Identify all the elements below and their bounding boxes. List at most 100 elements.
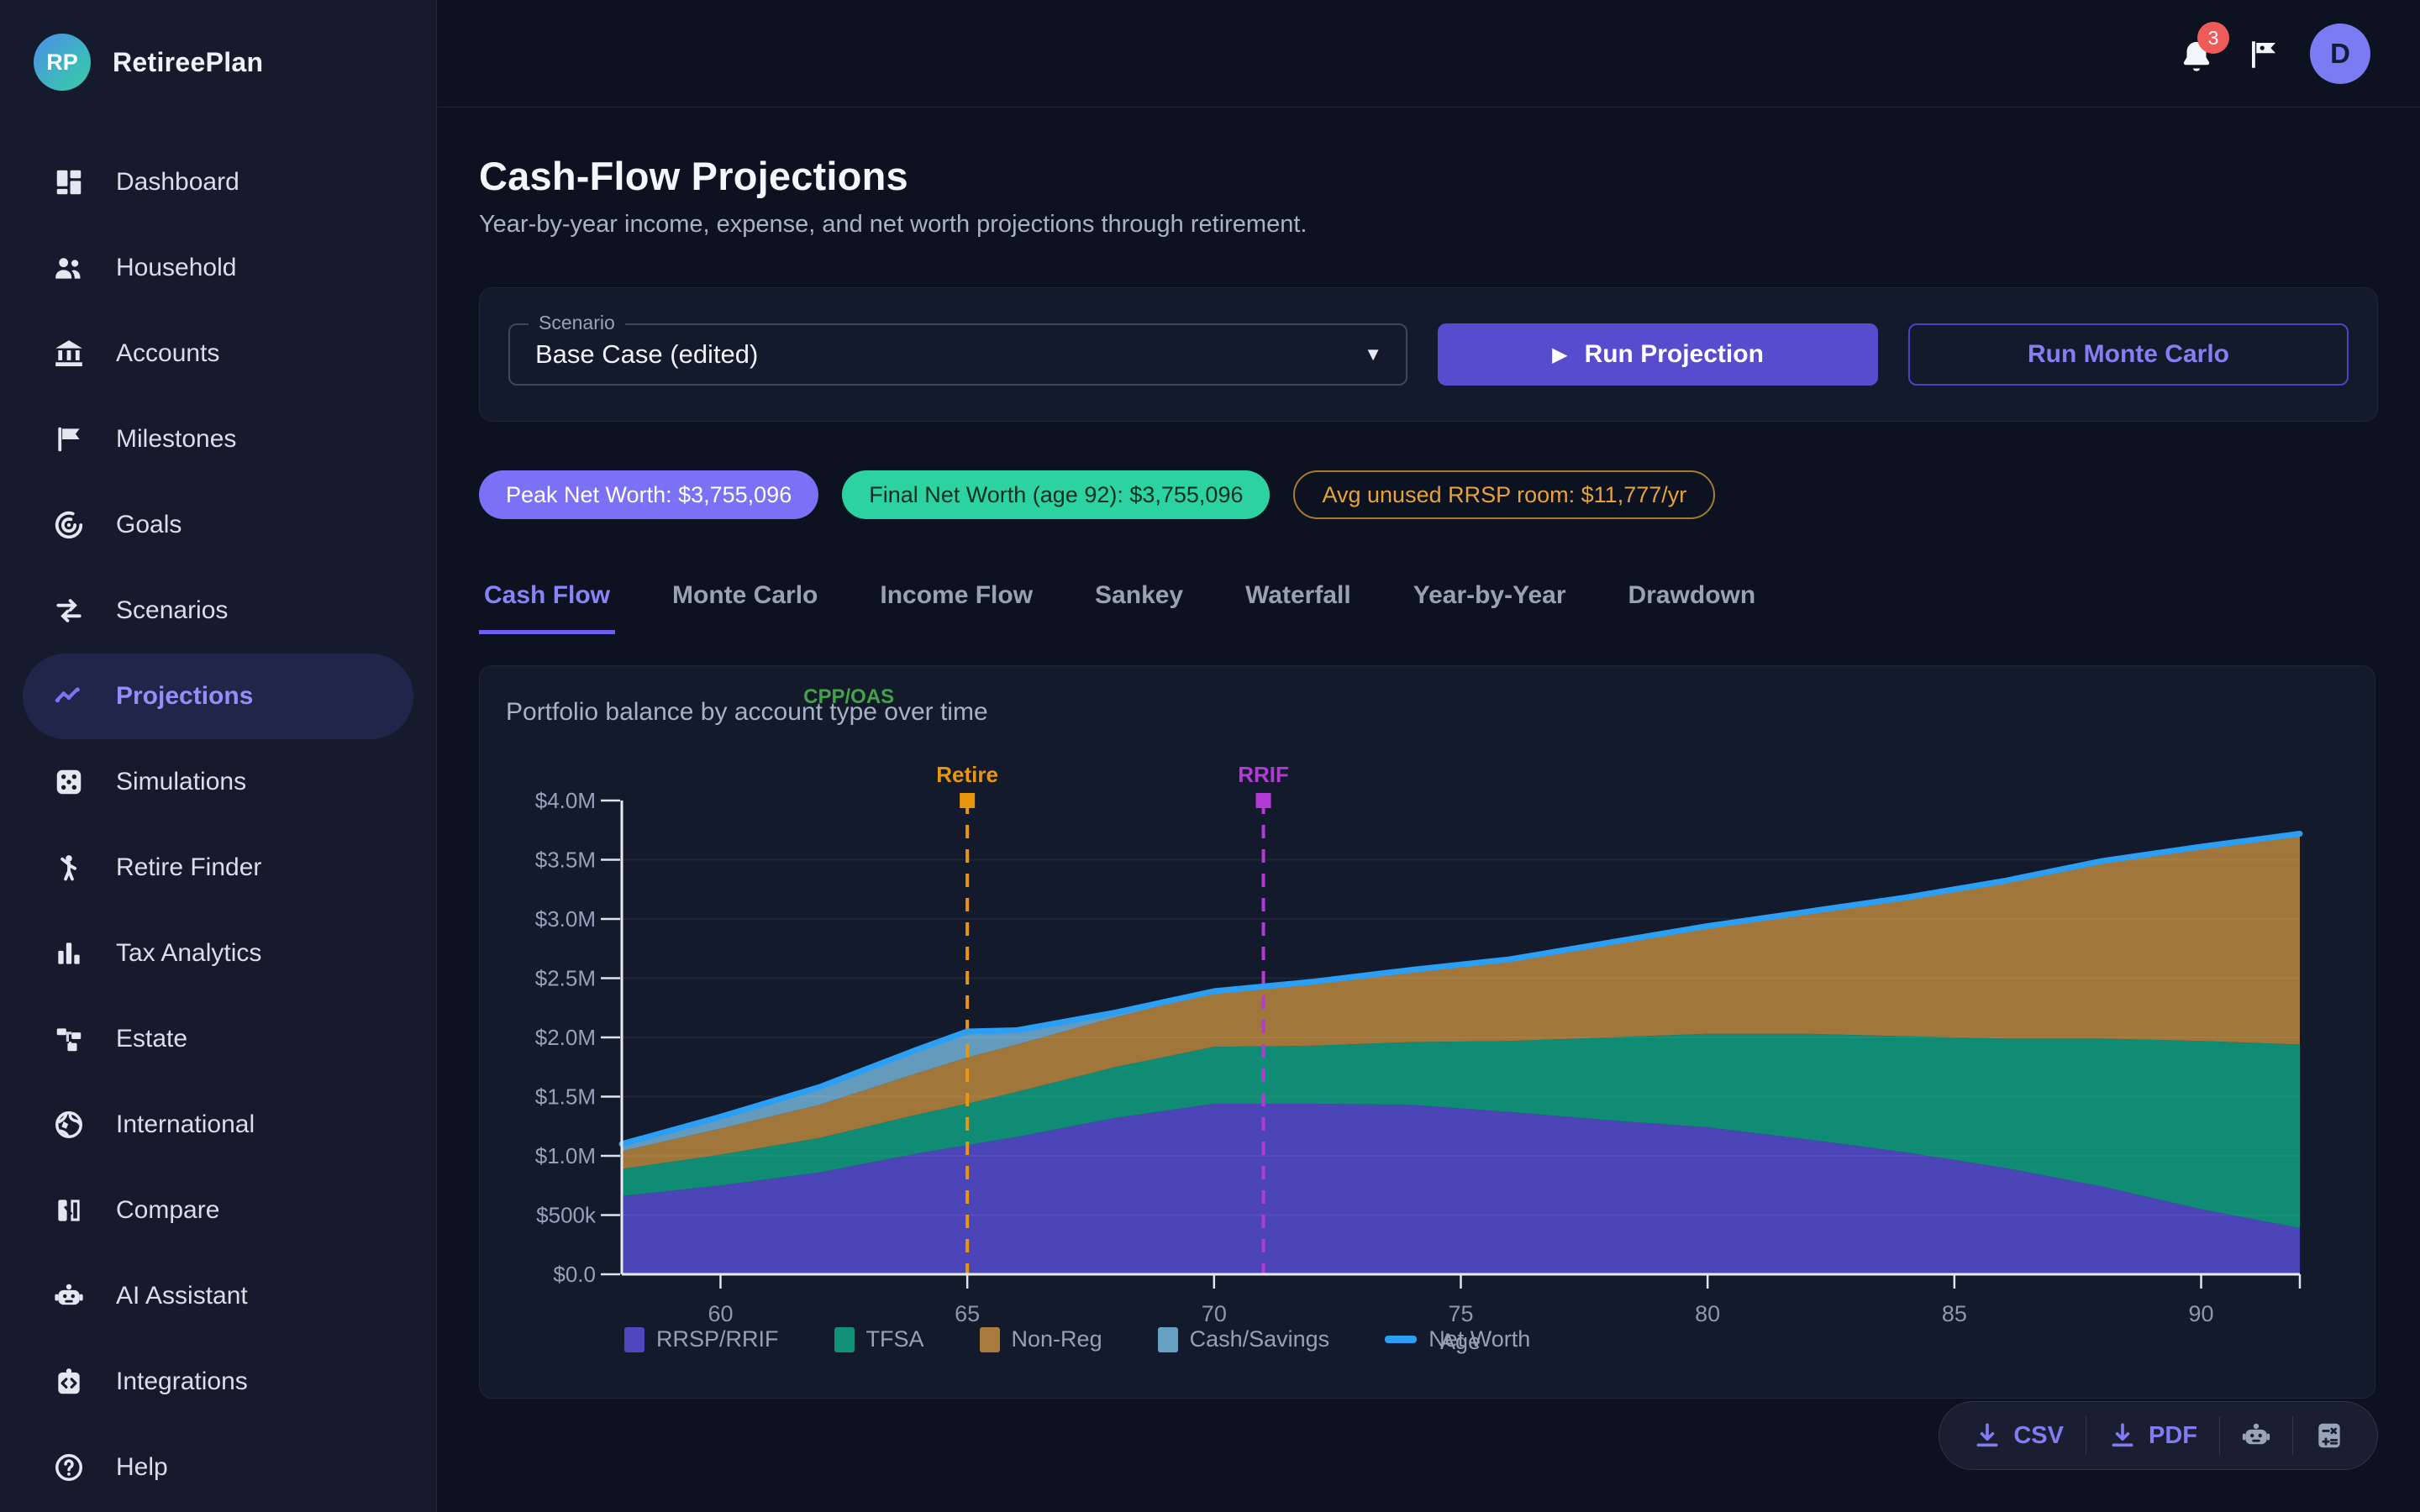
x-axis-title: Age <box>1439 1329 1481 1354</box>
sidebar-nav: Dashboard Household Accounts Milestones <box>0 139 436 1510</box>
legend-label: Non-Reg <box>1011 1326 1102 1352</box>
bar-chart-icon <box>53 937 85 969</box>
scenario-select[interactable]: Scenario Base Case (edited) ▼ <box>508 312 1407 386</box>
sidebar-item-international[interactable]: International <box>23 1082 413 1168</box>
sidebar-item-label: Projections <box>116 682 254 710</box>
final-net-worth-badge: Final Net Worth (age 92): $3,755,096 <box>842 470 1270 519</box>
sidebar-item-simulations[interactable]: Simulations <box>23 739 413 825</box>
person-wave-icon <box>53 852 85 884</box>
sidebar-item-milestones[interactable]: Milestones <box>23 396 413 482</box>
notifications-badge: 3 <box>2197 22 2229 54</box>
sidebar-item-estate[interactable]: Estate <box>23 996 413 1082</box>
help-circle-icon <box>53 1452 85 1483</box>
sidebar-item-label: Milestones <box>116 425 237 453</box>
svg-text:$1.0M: $1.0M <box>535 1143 596 1168</box>
notifications-button[interactable]: 3 <box>2177 22 2229 79</box>
legend-label: TFSA <box>865 1326 924 1352</box>
sidebar-item-label: Scenarios <box>116 596 229 624</box>
legend-item-cash: Cash/Savings <box>1157 1326 1330 1352</box>
svg-text:70: 70 <box>1202 1301 1227 1326</box>
export-csv-label: CSV <box>2013 1421 2064 1449</box>
sidebar-item-ai-assistant[interactable]: AI Assistant <box>23 1253 413 1339</box>
topbar: 3 D <box>438 0 2420 108</box>
chart-title: Portfolio balance by account type over t… <box>506 698 988 726</box>
sidebar-item-dashboard[interactable]: Dashboard <box>23 139 413 225</box>
logo-row: RP RetireePlan <box>0 0 436 94</box>
legend-label: Net Worth <box>1428 1326 1531 1352</box>
svg-text:CPP/OAS: CPP/OAS <box>803 685 894 708</box>
page-subtitle: Year-by-year income, expense, and net wo… <box>479 211 1307 238</box>
svg-text:90: 90 <box>2189 1301 2214 1326</box>
tab-income-flow[interactable]: Income Flow <box>880 581 1034 609</box>
tab-drawdown[interactable]: Drawdown <box>1628 581 1756 609</box>
ai-robot-button[interactable] <box>2220 1402 2292 1469</box>
sidebar-item-projections[interactable]: Projections <box>23 654 413 739</box>
sidebar-item-tax-analytics[interactable]: Tax Analytics <box>23 911 413 996</box>
run-projection-button[interactable]: ▶ Run Projection <box>1438 323 1878 386</box>
dice-icon <box>53 766 85 798</box>
tab-monte-carlo[interactable]: Monte Carlo <box>672 581 818 609</box>
scenario-panel: Scenario Base Case (edited) ▼ ▶ Run Proj… <box>479 287 2378 422</box>
calculator-button[interactable] <box>2293 1402 2365 1469</box>
robot-icon <box>2242 1423 2270 1445</box>
svg-text:$3.5M: $3.5M <box>535 848 596 873</box>
peak-net-worth-badge: Peak Net Worth: $3,755,096 <box>479 470 819 519</box>
bank-icon <box>53 338 85 370</box>
flag-icon <box>53 423 85 455</box>
sidebar-item-label: International <box>116 1110 255 1138</box>
svg-text:$1.5M: $1.5M <box>535 1084 596 1110</box>
sidebar-item-label: Compare <box>116 1196 220 1224</box>
tab-waterfall[interactable]: Waterfall <box>1245 581 1351 609</box>
export-pdf-button[interactable]: PDF <box>2086 1402 2219 1469</box>
run-monte-carlo-button[interactable]: Run Monte Carlo <box>1908 323 2349 386</box>
stacked-area-chart: Retire RRIF CPP/OAS $0.0 $500k $1.0M $1.5M $2.0… <box>535 685 2303 1326</box>
sidebar-item-scenarios[interactable]: Scenarios <box>23 568 413 654</box>
sidebar-item-integrations[interactable]: Integrations <box>23 1339 413 1425</box>
svg-text:$0.0: $0.0 <box>553 1262 596 1287</box>
svg-text:$4.0M: $4.0M <box>535 788 596 813</box>
summary-badges: Peak Net Worth: $3,755,096 Final Net Wor… <box>479 470 2378 519</box>
sidebar-item-label: Dashboard <box>116 168 239 196</box>
target-icon <box>53 509 85 541</box>
svg-text:80: 80 <box>1695 1301 1720 1326</box>
main-content: Cash-Flow Projections Year-by-year incom… <box>438 108 2420 1512</box>
scenario-select-value: Base Case (edited) <box>535 339 759 369</box>
svg-text:Retire: Retire <box>936 762 998 787</box>
trend-line-icon <box>53 680 85 712</box>
flag-pennant-icon <box>2252 41 2275 68</box>
people-icon <box>53 252 85 284</box>
sidebar-item-accounts[interactable]: Accounts <box>23 311 413 396</box>
tab-sankey[interactable]: Sankey <box>1095 581 1184 609</box>
user-avatar[interactable]: D <box>2310 24 2370 84</box>
legend-item-non-reg: Non-Reg <box>979 1326 1102 1352</box>
legend-label: Cash/Savings <box>1189 1326 1330 1352</box>
legend-item-rrsp: RRSP/RRIF <box>624 1326 779 1352</box>
sidebar-item-label: Estate <box>116 1025 188 1053</box>
sidebar-item-retire-finder[interactable]: Retire Finder <box>23 825 413 911</box>
scenario-select-label: Scenario <box>529 312 625 334</box>
dashboard-grid-icon <box>53 166 85 198</box>
legend-item-net-worth: Net Worth <box>1385 1326 1530 1352</box>
sidebar-item-household[interactable]: Household <box>23 225 413 311</box>
sidebar-item-help[interactable]: Help <box>23 1425 413 1510</box>
sidebar-item-compare[interactable]: Compare <box>23 1168 413 1253</box>
svg-text:$500k: $500k <box>536 1203 597 1228</box>
plugin-code-icon <box>53 1366 85 1398</box>
sidebar: RP RetireePlan Dashboard Household Accou… <box>0 0 437 1512</box>
divider <box>2219 1416 2220 1455</box>
sidebar-item-label: Tax Analytics <box>116 939 262 967</box>
tab-year-by-year[interactable]: Year-by-Year <box>1413 581 1566 609</box>
svg-text:$2.5M: $2.5M <box>535 966 596 991</box>
export-csv-button[interactable]: CSV <box>1951 1402 2086 1469</box>
svg-text:65: 65 <box>955 1301 980 1326</box>
rrsp-room-badge: Avg unused RRSP room: $11,777/yr <box>1293 470 1716 519</box>
sidebar-item-label: Integrations <box>116 1368 248 1395</box>
page-title: Cash-Flow Projections <box>479 154 908 198</box>
tab-cash-flow[interactable]: Cash Flow <box>479 581 616 634</box>
sitemap-icon <box>53 1023 85 1055</box>
flag-button[interactable] <box>2246 37 2283 74</box>
cash-flow-chart-card: Portfolio balance by account type over t… <box>479 665 2375 1399</box>
sidebar-item-goals[interactable]: Goals <box>23 482 413 568</box>
rrsp-swatch <box>624 1326 644 1352</box>
